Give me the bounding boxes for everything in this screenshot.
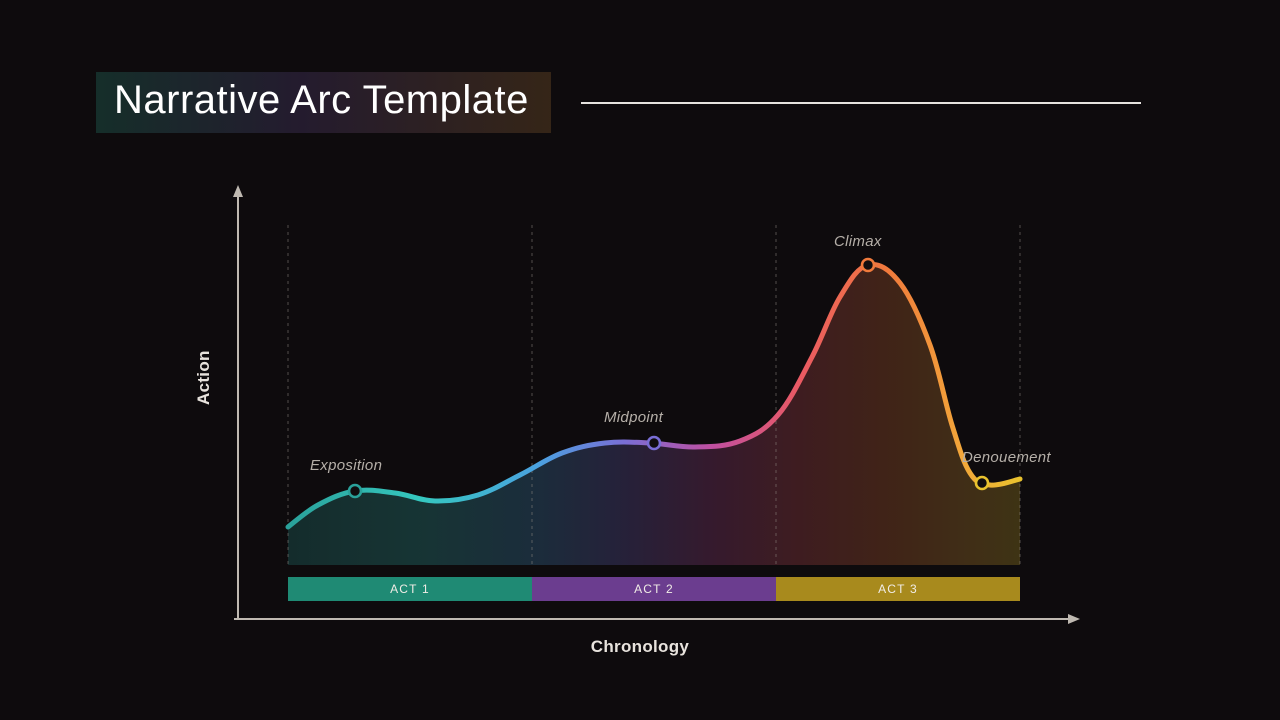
x-axis-label: Chronology xyxy=(200,637,1080,657)
marker-denouement xyxy=(976,477,988,489)
label-denouement: Denouement xyxy=(962,449,1051,466)
title-box: Narrative Arc Template xyxy=(96,72,551,133)
label-climax: Climax xyxy=(834,233,882,250)
x-axis-arrow xyxy=(1068,614,1080,624)
act-bar-act3: ACT 3 xyxy=(776,577,1020,601)
title-rule xyxy=(581,102,1141,104)
marker-midpoint xyxy=(648,437,660,449)
title-bar: Narrative Arc Template xyxy=(96,72,1141,133)
act-bar-act2: ACT 2 xyxy=(532,577,776,601)
label-exposition: Exposition xyxy=(310,457,382,474)
y-axis-arrow xyxy=(233,185,243,197)
label-midpoint: Midpoint xyxy=(604,409,663,426)
act-bar-act1: ACT 1 xyxy=(288,577,532,601)
marker-climax xyxy=(862,259,874,271)
page-title: Narrative Arc Template xyxy=(114,78,529,123)
narrative-arc-chart: Action Chronology ACT 1ACT 2ACT 3 Exposi… xyxy=(200,185,1080,635)
marker-exposition xyxy=(349,485,361,497)
